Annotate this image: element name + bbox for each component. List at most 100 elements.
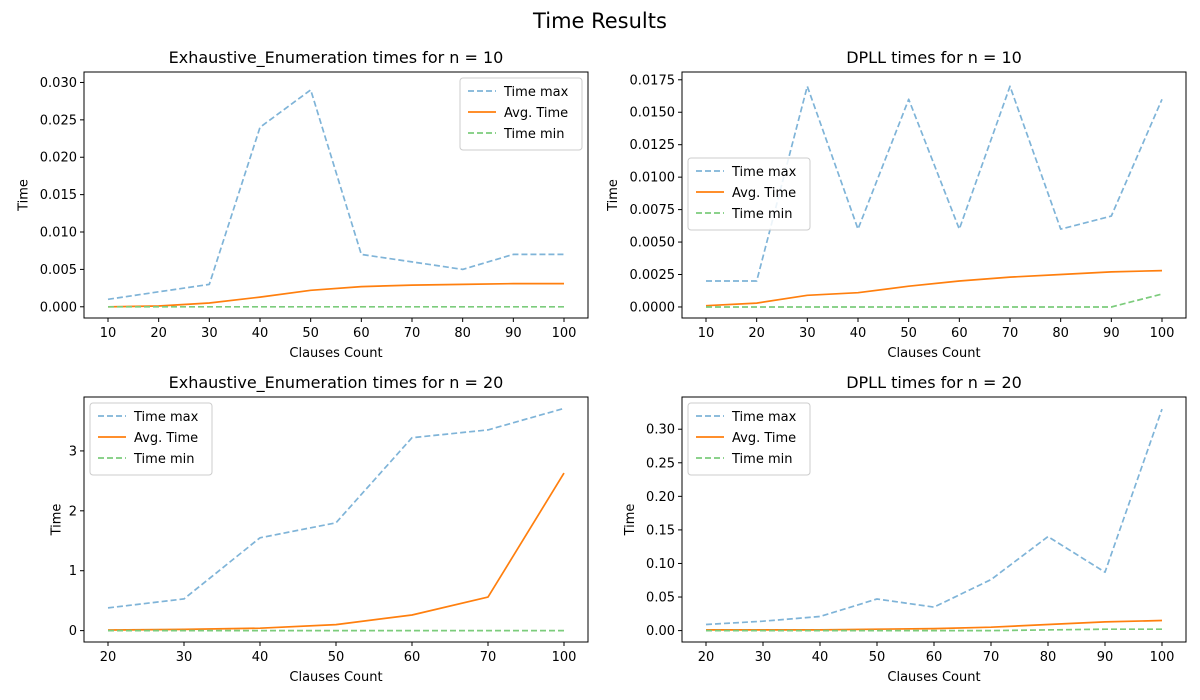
x-tick-label: 30 <box>176 650 193 665</box>
x-tick-label: 20 <box>698 650 715 665</box>
legend-label: Time max <box>731 410 797 425</box>
x-tick-label: 100 <box>1150 326 1175 341</box>
legend-box <box>89 402 213 476</box>
axes-frame <box>681 71 1187 319</box>
y-tick-label: 0.30 <box>646 423 675 438</box>
legend-label: Avg. Time <box>134 431 198 446</box>
y-tick-label: 0.20 <box>646 490 675 505</box>
x-tick-label: 60 <box>951 326 968 341</box>
x-axis-label: Clauses Count <box>887 346 980 361</box>
x-tick-label: 30 <box>755 650 772 665</box>
y-tick-label: 0.000 <box>40 300 77 315</box>
x-tick-label: 80 <box>454 326 471 341</box>
subplot-title: Exhaustive_Enumeration times for n = 10 <box>169 48 504 68</box>
x-tick-label: 80 <box>1040 650 1057 665</box>
x-tick-label: 10 <box>100 326 117 341</box>
y-tick-label: 0 <box>69 624 77 639</box>
y-axis-label: Time <box>50 504 65 537</box>
y-tick-label: 0.15 <box>646 523 675 538</box>
x-tick-label: 70 <box>983 650 1000 665</box>
y-tick-label: 0.005 <box>40 263 77 278</box>
legend-box <box>687 157 811 231</box>
x-tick-label: 60 <box>353 326 370 341</box>
legend-label: Avg. Time <box>732 431 796 446</box>
y-tick-label: 2 <box>69 504 77 519</box>
x-tick-label: 80 <box>1052 326 1069 341</box>
y-tick-label: 0.0175 <box>630 73 676 88</box>
x-tick-label: 100 <box>1150 650 1175 665</box>
legend-box <box>459 77 583 151</box>
x-tick-label: 20 <box>150 326 167 341</box>
y-tick-label: 0.025 <box>40 113 77 128</box>
legend: Time max Avg. Time Time min <box>459 77 583 151</box>
legend-label: Avg. Time <box>732 186 796 201</box>
series-line-time-max <box>107 89 564 301</box>
x-tick-label: 100 <box>552 326 577 341</box>
legend-label: Time min <box>731 452 792 467</box>
series-line-time-min <box>706 293 1163 308</box>
x-tick-label: 30 <box>799 326 816 341</box>
y-axis-label: Time <box>623 504 638 537</box>
y-tick-label: 0.05 <box>646 591 675 606</box>
y-tick-label: 0.10 <box>646 557 675 572</box>
x-axis-label: Clauses Count <box>289 670 382 685</box>
figure-title: Time Results <box>533 9 667 33</box>
legend-label: Time min <box>133 452 194 467</box>
legend: Time max Avg. Time Time min <box>687 402 811 476</box>
y-tick-label: 0.010 <box>40 226 77 241</box>
x-tick-label: 50 <box>869 650 886 665</box>
legend-label: Time max <box>503 85 569 100</box>
y-tick-label: 0.0025 <box>630 268 676 283</box>
x-tick-label: 70 <box>1002 326 1019 341</box>
x-tick-label: 90 <box>1097 650 1114 665</box>
legend: Time max Avg. Time Time min <box>687 157 811 231</box>
subplot-3: Exhaustive_Enumeration times for n = 20 2… <box>50 373 589 685</box>
series-line-avg-time <box>107 472 565 631</box>
x-tick-label: 90 <box>505 326 522 341</box>
y-tick-label: 1 <box>69 564 77 579</box>
x-tick-label: 10 <box>698 326 715 341</box>
series-line-avg-time <box>107 282 564 308</box>
legend-label: Time max <box>731 165 797 180</box>
series-line-time-max <box>706 85 1163 282</box>
subplot-title: DPLL times for n = 20 <box>846 373 1022 392</box>
y-tick-label: 0.020 <box>40 151 77 166</box>
x-tick-label: 40 <box>850 326 867 341</box>
x-tick-label: 50 <box>900 326 917 341</box>
x-tick-label: 50 <box>328 650 345 665</box>
x-tick-label: 40 <box>812 650 829 665</box>
legend-label: Avg. Time <box>504 106 568 121</box>
subplot-title: Exhaustive_Enumeration times for n = 20 <box>169 373 504 393</box>
y-tick-label: 0.25 <box>646 456 675 471</box>
legend: Time max Avg. Time Time min <box>89 402 213 476</box>
series-line-avg-time <box>705 269 1163 307</box>
x-tick-label: 90 <box>1103 326 1120 341</box>
y-axis-label: Time <box>17 179 32 212</box>
y-tick-label: 0.0100 <box>630 171 676 186</box>
x-tick-label: 60 <box>404 650 421 665</box>
series-line-time-max <box>705 408 1163 626</box>
series-line-time-min <box>706 628 1162 632</box>
x-tick-label: 50 <box>302 326 319 341</box>
x-tick-label: 70 <box>404 326 421 341</box>
x-tick-label: 20 <box>100 650 117 665</box>
y-tick-label: 0.030 <box>40 76 77 91</box>
subplot-2: DPLL times for n = 10 10 20 30 40 50 60 70 80 90 1… <box>606 48 1187 361</box>
y-tick-label: 0.0125 <box>630 138 676 153</box>
x-tick-label: 30 <box>201 326 218 341</box>
legend-box <box>687 402 811 476</box>
series-line-time-max <box>107 407 565 609</box>
subplot-4: DPLL times for n = 20 20 30 40 50 60 70 80 90 100… <box>623 373 1187 685</box>
x-axis-label: Clauses Count <box>887 670 980 685</box>
x-axis-label: Clauses Count <box>289 346 382 361</box>
y-tick-label: 0.0075 <box>630 203 676 218</box>
x-tick-label: 20 <box>748 326 765 341</box>
y-tick-label: 0.0050 <box>630 236 676 251</box>
x-tick-label: 40 <box>252 650 269 665</box>
legend-label: Time min <box>731 207 792 222</box>
subplot-1: Exhaustive_Enumeration times for n = 10 1… <box>17 48 589 361</box>
y-tick-label: 3 <box>69 444 77 459</box>
x-tick-label: 60 <box>926 650 943 665</box>
y-tick-label: 0.015 <box>40 188 77 203</box>
